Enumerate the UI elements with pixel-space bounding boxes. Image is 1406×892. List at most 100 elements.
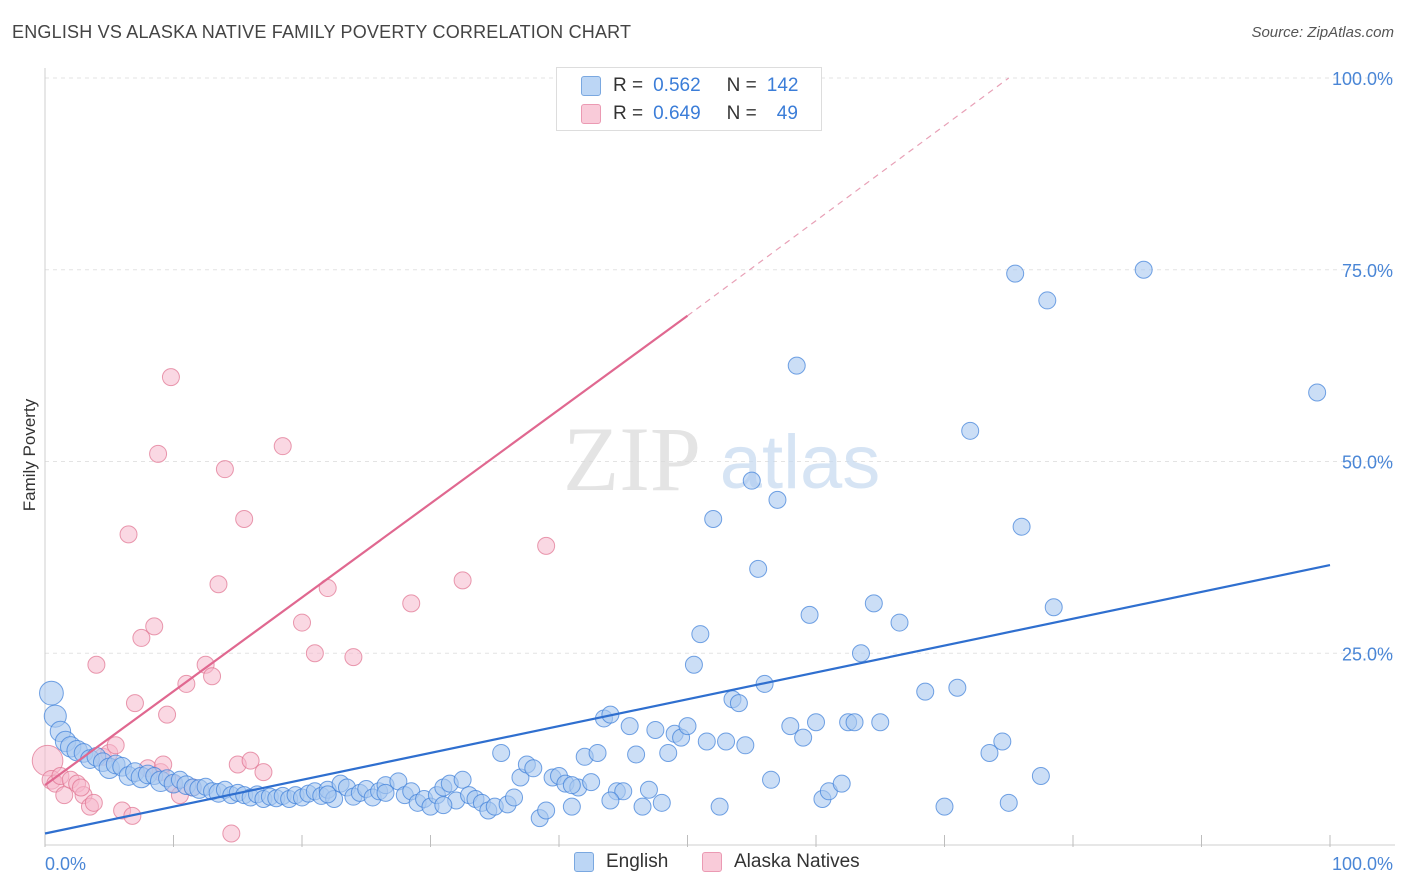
r-label: R = (613, 75, 644, 96)
english-point (1044, 598, 1063, 617)
alaska-natives-point (145, 617, 164, 636)
english-point (794, 728, 813, 747)
english-point (916, 682, 935, 701)
english-point (832, 774, 851, 793)
english-point (781, 717, 800, 736)
x-tick-label: 100.0% (1332, 854, 1393, 874)
stats-legend: R = 0.562 N = 142 R = 0.649 N = 49 (556, 67, 822, 131)
n-value: 49 (776, 103, 798, 124)
english-point (980, 743, 999, 762)
english-point (633, 797, 652, 816)
legend-item-english[interactable]: English (574, 851, 668, 873)
english-point (620, 717, 639, 736)
english-point (537, 801, 556, 820)
y-tick-label: 75.0% (1342, 261, 1393, 281)
english-point (376, 783, 395, 802)
gridlines (45, 77, 1395, 654)
alaska-natives-point (537, 536, 556, 555)
english-point (691, 625, 710, 644)
english-point (999, 793, 1018, 812)
english-point (1134, 260, 1153, 279)
english-point (1308, 383, 1327, 402)
alaska-natives-point (222, 824, 241, 843)
english-point (993, 732, 1012, 751)
english-point (787, 356, 806, 375)
alaska-natives-point (254, 763, 273, 782)
english-point (871, 713, 890, 732)
english-point (639, 780, 658, 799)
alaska-natives-point (161, 368, 180, 387)
english-point (717, 732, 736, 751)
english-point (646, 720, 665, 739)
alaska-natives-point (71, 778, 90, 797)
r-value: 0.562 (653, 75, 701, 96)
watermark-zip: ZIP (563, 408, 701, 510)
english-point (961, 421, 980, 440)
english-point (492, 743, 511, 762)
english-point (659, 743, 678, 762)
english-trend-line (44, 563, 1331, 835)
english-point (524, 759, 543, 778)
english-point (614, 782, 633, 801)
y-tick-label: 25.0% (1342, 644, 1393, 664)
alaska-natives-point (344, 648, 363, 667)
english-point (704, 510, 723, 529)
alaska-natives-point (209, 575, 228, 594)
n-label: N = (726, 103, 757, 124)
english-point (1006, 264, 1025, 283)
alaska-natives-point (273, 437, 292, 456)
alaska-natives-point (84, 793, 103, 812)
legend-item-alaska-natives[interactable]: Alaska Natives (702, 851, 860, 873)
english-point (1031, 766, 1050, 785)
alaska-natives-point (119, 525, 138, 544)
legend-label-alaska-natives: Alaska Natives (734, 851, 860, 872)
alaska-natives-point (203, 667, 222, 686)
tick-labels: 25.0% 50.0% 75.0% 100.0% 0.0% 100.0% (45, 69, 1393, 874)
english-point (851, 644, 870, 663)
watermark-atlas: atlas (720, 420, 881, 505)
english-point (749, 559, 768, 578)
english-point (697, 732, 716, 751)
alaska-natives-swatch (581, 104, 601, 124)
source-credit: Source: ZipAtlas.com (1251, 24, 1394, 41)
alaska-natives-point (293, 613, 311, 632)
alaska-natives-point (241, 751, 260, 770)
english-point (864, 594, 883, 613)
english-point (768, 490, 787, 509)
english-point (505, 788, 524, 807)
english-point (1038, 291, 1057, 310)
alaska-natives-point (149, 444, 168, 463)
alaska-natives-trend-line (44, 314, 689, 787)
english-point (807, 713, 825, 732)
english-point (601, 791, 620, 810)
alaska-natives-point (402, 594, 421, 613)
series-legend: English Alaska Natives (0, 851, 1406, 879)
alaska-natives-point (453, 571, 472, 590)
stats-row-alaska-natives: R = 0.649 N = 49 (581, 100, 798, 128)
y-tick-label: 50.0% (1342, 453, 1393, 473)
alaska-natives-point (87, 655, 106, 674)
english-point (800, 605, 819, 624)
english-point (742, 471, 761, 490)
english-point (627, 745, 646, 764)
english-point (1012, 517, 1031, 536)
english-point (845, 713, 864, 732)
x-tick-label: 0.0% (45, 854, 86, 874)
english-point (562, 776, 581, 795)
alaska-natives-point (132, 628, 151, 647)
alaska-natives-point (125, 694, 144, 713)
english-point (678, 717, 697, 736)
legend-label-english: English (606, 851, 669, 872)
y-tick-label: 100.0% (1332, 69, 1393, 89)
english-point (453, 770, 472, 789)
alaska-natives-point (305, 644, 324, 663)
r-label: R = (613, 103, 644, 124)
english-point (318, 785, 337, 804)
english-point (729, 694, 748, 713)
english-swatch (574, 852, 594, 872)
english-swatch (581, 76, 601, 96)
n-value: 142 (766, 75, 799, 96)
alaska-natives-point (158, 705, 177, 724)
stats-row-english: R = 0.562 N = 142 (581, 72, 798, 100)
